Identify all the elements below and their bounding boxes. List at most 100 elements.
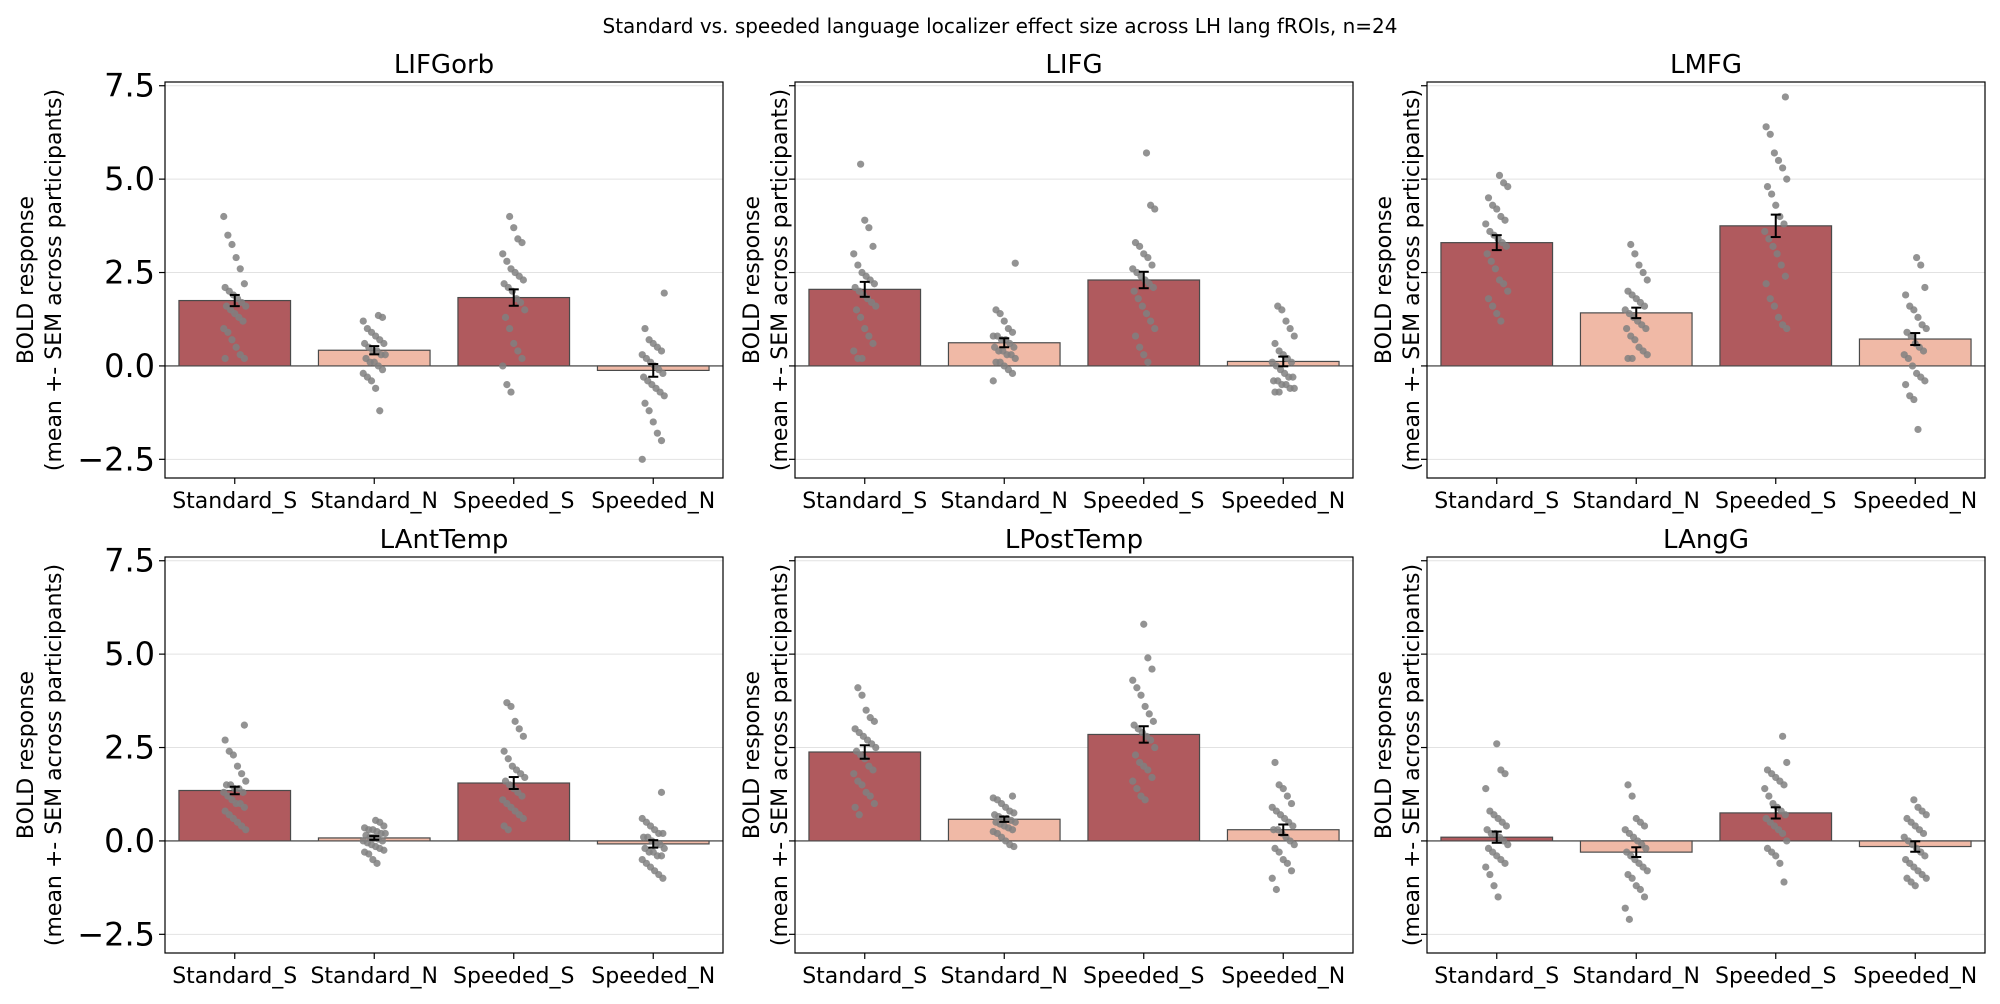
- data-point: [870, 799, 878, 808]
- data-point: [501, 313, 510, 321]
- data-point: [1770, 302, 1778, 310]
- data-point: [858, 354, 866, 363]
- data-point: [1783, 324, 1791, 333]
- data-point: [1148, 773, 1156, 782]
- data-point: [1908, 362, 1917, 370]
- data-point: [1643, 276, 1651, 284]
- data-point: [1144, 654, 1152, 662]
- data-point: [1640, 302, 1649, 310]
- data-point: [1271, 758, 1279, 767]
- x-tick-label: Standard_N: [310, 489, 438, 514]
- data-point: [236, 265, 244, 273]
- bar-Speeded_S: [1087, 733, 1201, 842]
- data-point: [229, 751, 237, 759]
- data-point: [1631, 250, 1639, 258]
- data-point: [1484, 194, 1493, 202]
- data-point: [1129, 777, 1137, 785]
- data-point: [1011, 354, 1019, 363]
- data-point: [503, 381, 511, 389]
- plot-frame: [164, 81, 724, 479]
- data-point: [220, 212, 228, 221]
- y-axis-label-line2: (mean +- SEM across participants): [768, 564, 793, 946]
- data-point: [1134, 295, 1142, 303]
- data-point: [1624, 781, 1632, 789]
- data-point: [240, 721, 248, 729]
- data-point: [1627, 240, 1635, 249]
- data-point: [1290, 332, 1298, 340]
- y-tick-label: 7.5: [104, 67, 155, 105]
- bar-Standard_S: [808, 751, 922, 842]
- data-point: [365, 850, 373, 858]
- data-point: [240, 354, 248, 363]
- figure-title: Standard vs. speeded language localizer …: [602, 14, 1398, 38]
- x-tick-label: Standard_S: [172, 489, 297, 514]
- data-point: [1010, 809, 1018, 817]
- data-point: [645, 407, 653, 415]
- data-point: [242, 302, 250, 310]
- data-point: [1907, 332, 1915, 340]
- data-point: [510, 224, 518, 232]
- y-tick-label: 0.0: [104, 822, 155, 860]
- data-point: [359, 317, 367, 325]
- data-point: [1902, 291, 1910, 299]
- data-point: [1761, 785, 1769, 793]
- data-point: [1483, 250, 1491, 258]
- data-point: [855, 811, 863, 819]
- data-point: [1780, 220, 1788, 228]
- data-point: [1141, 702, 1149, 711]
- data-point: [507, 388, 515, 396]
- data-point: [660, 844, 668, 852]
- x-tick-label: Speeded_N: [591, 489, 715, 514]
- data-point: [510, 339, 518, 348]
- plot-frame: [794, 81, 1354, 479]
- data-point: [1631, 336, 1639, 344]
- y-axis-label-line1: BOLD response: [740, 196, 765, 364]
- data-point: [660, 392, 668, 400]
- data-point: [511, 717, 519, 725]
- data-point: [854, 684, 862, 692]
- data-point: [1766, 295, 1774, 303]
- data-point: [373, 859, 381, 867]
- data-point: [518, 792, 526, 800]
- data-point: [854, 261, 862, 269]
- data-point: [870, 280, 878, 288]
- data-point: [1761, 227, 1769, 236]
- data-point: [1140, 620, 1148, 628]
- data-point: [1140, 351, 1148, 359]
- data-point: [1149, 717, 1157, 725]
- data-point: [1643, 351, 1651, 359]
- y-axis-label-line2: (mean +- SEM across participants): [42, 89, 67, 471]
- data-point: [659, 369, 667, 377]
- data-point: [1776, 859, 1784, 867]
- data-point: [1777, 261, 1785, 269]
- data-point: [866, 792, 874, 800]
- data-point: [1628, 874, 1636, 882]
- data-point: [1762, 280, 1770, 288]
- data-point: [1640, 822, 1649, 830]
- data-point: [1779, 164, 1787, 172]
- data-point: [1642, 844, 1650, 852]
- data-point: [1773, 250, 1781, 258]
- data-point: [1282, 317, 1290, 325]
- data-point: [1278, 306, 1286, 314]
- data-point: [1138, 302, 1146, 310]
- data-point: [1502, 242, 1510, 250]
- data-point: [1144, 358, 1152, 366]
- data-point: [1502, 822, 1510, 830]
- x-tick-label: Speeded_S: [1715, 964, 1836, 989]
- data-point: [1766, 130, 1774, 138]
- data-point: [1628, 354, 1636, 363]
- data-point: [1289, 822, 1297, 830]
- data-point: [1130, 287, 1138, 295]
- data-point: [1783, 758, 1791, 767]
- data-point: [1780, 878, 1788, 886]
- data-point: [1921, 377, 1929, 385]
- y-tick-label: 0.0: [104, 347, 155, 385]
- data-point: [1493, 205, 1501, 213]
- y-tick-label: −2.5: [77, 915, 155, 953]
- plot-area: [795, 82, 1353, 478]
- data-point: [1921, 852, 1929, 860]
- data-point: [1482, 220, 1490, 228]
- data-point: [649, 418, 657, 426]
- data-point: [224, 231, 232, 239]
